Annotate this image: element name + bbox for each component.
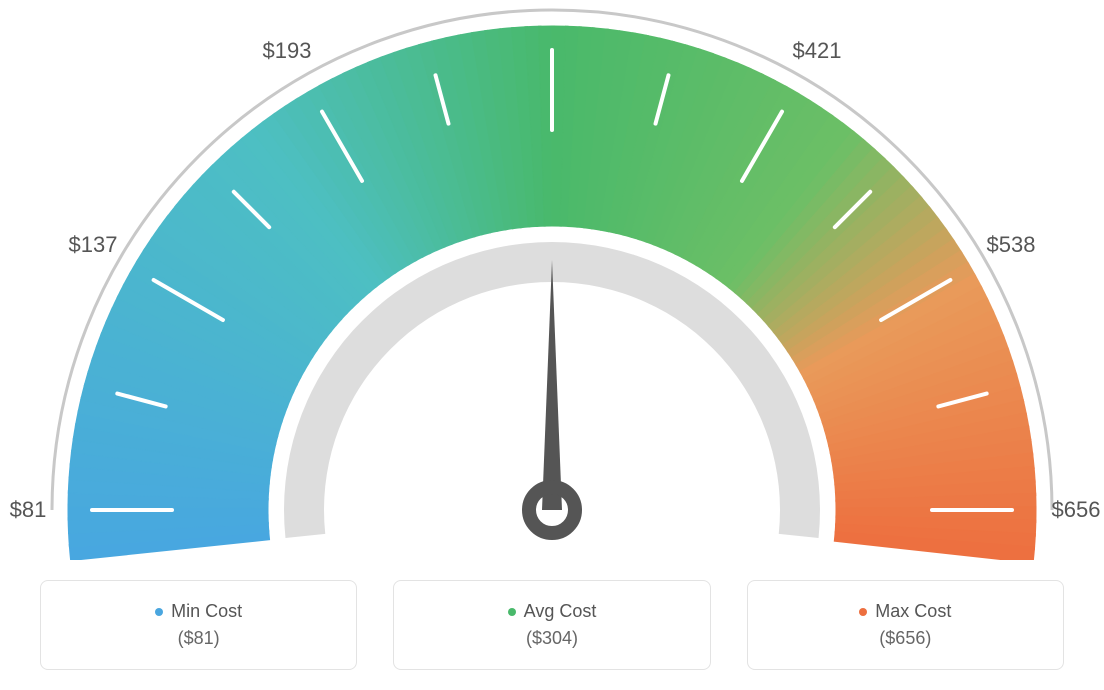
gauge-svg [0,0,1104,560]
legend-avg-value: ($304) [526,628,578,649]
gauge-tick-label: $137 [69,232,118,258]
legend-min-dot [155,608,163,616]
legend-min-cost: Min Cost ($81) [40,580,357,670]
legend-max-dot [859,608,867,616]
gauge-needle [542,260,562,510]
legend-min-label: Min Cost [171,601,242,622]
gauge-tick-label: $538 [987,232,1036,258]
gauge-tick-label: $81 [10,497,47,523]
legend-min-title: Min Cost [155,601,242,622]
legend-max-title: Max Cost [859,601,951,622]
legend-avg-label: Avg Cost [524,601,597,622]
legend-avg-dot [508,608,516,616]
gauge-tick-label: $421 [793,38,842,64]
cost-gauge-infographic: $81$137$193$304$421$538$656 Min Cost ($8… [0,0,1104,690]
legend-avg-title: Avg Cost [508,601,597,622]
gauge-area: $81$137$193$304$421$538$656 [0,0,1104,560]
gauge-tick-label: $656 [1052,497,1101,523]
legend-max-value: ($656) [879,628,931,649]
legend-avg-cost: Avg Cost ($304) [393,580,710,670]
legend-min-value: ($81) [178,628,220,649]
gauge-tick-label: $193 [263,38,312,64]
legend-max-label: Max Cost [875,601,951,622]
legend-max-cost: Max Cost ($656) [747,580,1064,670]
legend-row: Min Cost ($81) Avg Cost ($304) Max Cost … [0,580,1104,670]
